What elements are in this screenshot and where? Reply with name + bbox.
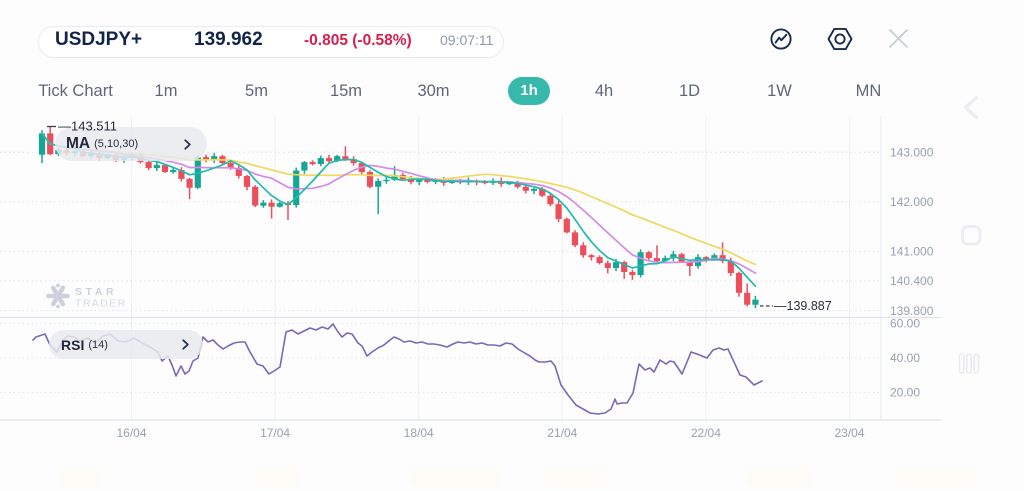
svg-text:40.00: 40.00 (890, 351, 920, 365)
svg-text:—139.887: —139.887 (774, 299, 832, 313)
svg-text:17/04: 17/04 (260, 426, 290, 440)
svg-text:140.400: 140.400 (890, 274, 934, 288)
svg-text:16/04: 16/04 (116, 426, 146, 440)
svg-text:23/04: 23/04 (834, 426, 864, 440)
svg-text:22/04: 22/04 (691, 426, 721, 440)
svg-text:20.00: 20.00 (890, 386, 920, 400)
svg-text:21/04: 21/04 (547, 426, 577, 440)
svg-text:60.00: 60.00 (890, 317, 920, 331)
svg-text:142.000: 142.000 (890, 195, 934, 209)
svg-text:143.000: 143.000 (890, 145, 934, 159)
svg-text:—143.511: —143.511 (58, 119, 117, 134)
svg-text:141.000: 141.000 (890, 244, 934, 258)
svg-text:TRADER: TRADER (75, 298, 127, 310)
svg-text:STAR: STAR (75, 286, 117, 298)
svg-text:18/04: 18/04 (404, 426, 434, 440)
svg-text:139.800: 139.800 (890, 304, 934, 318)
